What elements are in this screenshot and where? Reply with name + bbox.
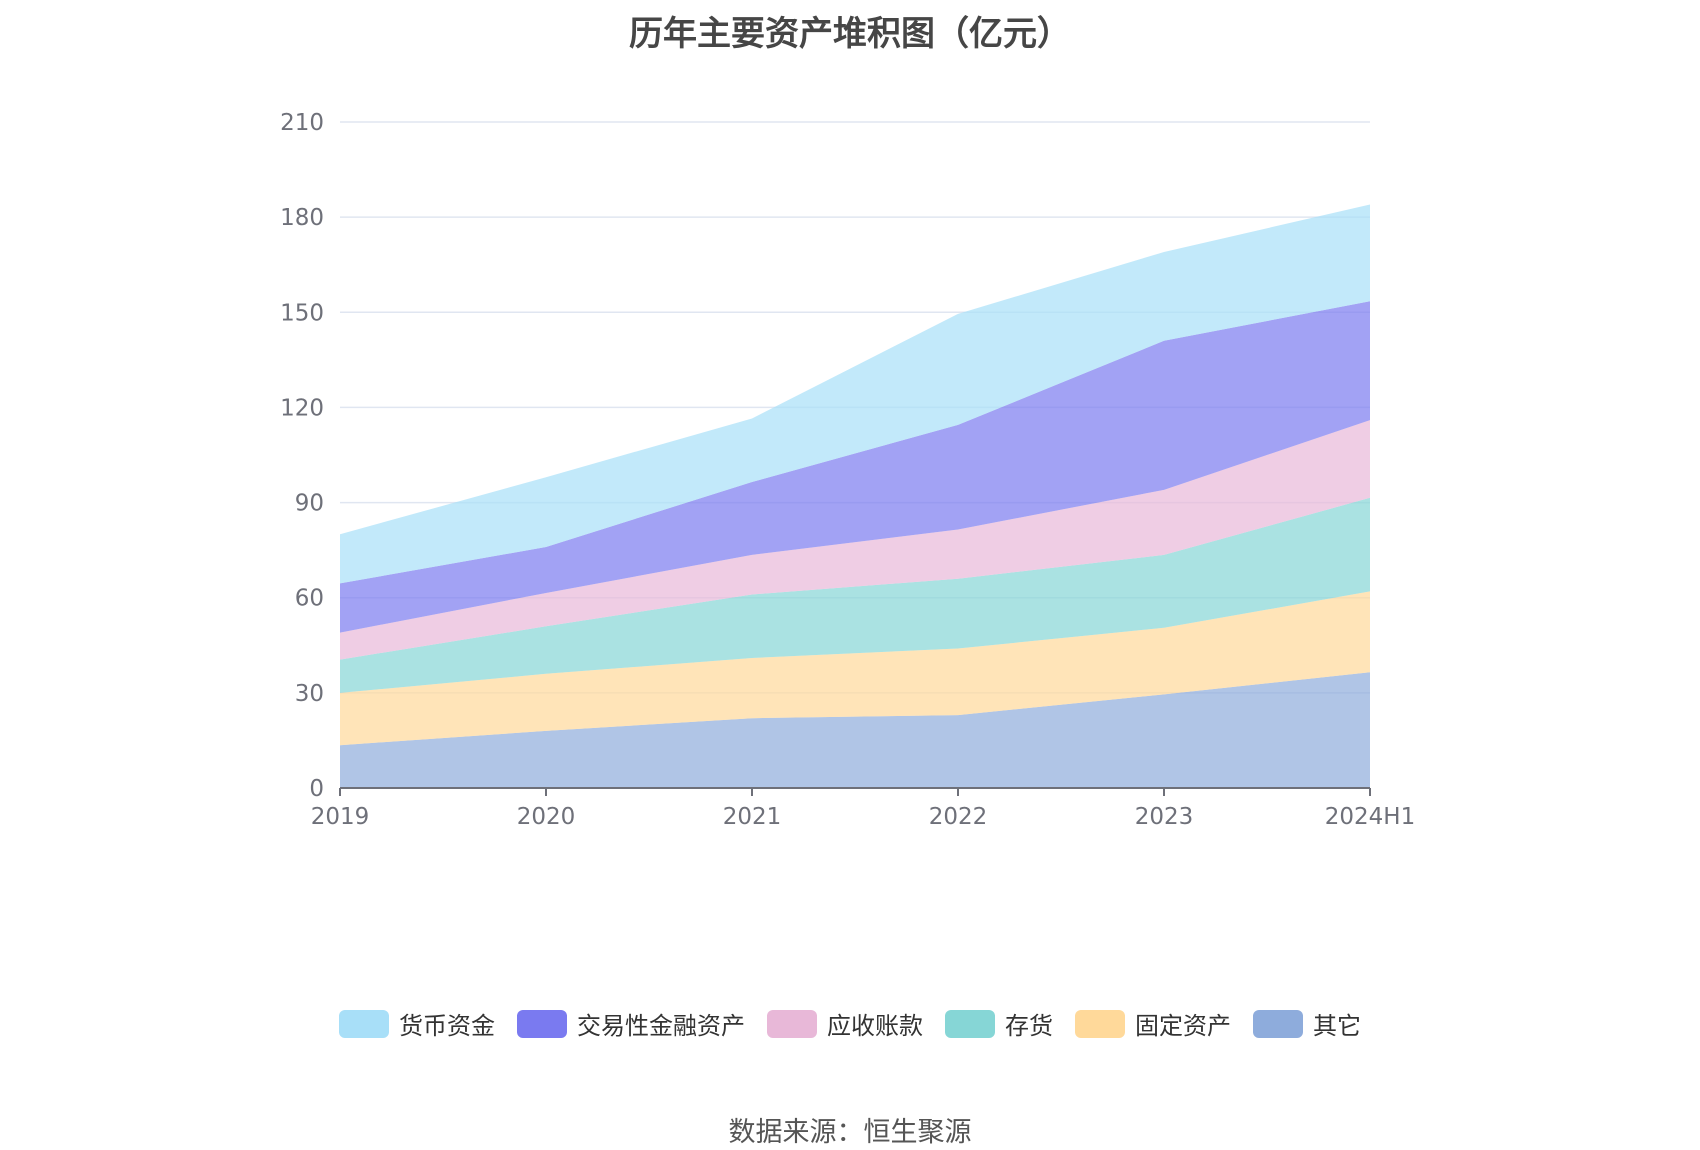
legend-label: 固定资产	[1135, 1012, 1231, 1040]
legend-item[interactable]: 固定资产	[1075, 1006, 1231, 1041]
x-tick-label: 2021	[723, 804, 782, 830]
axis-layer: 0 30 60 90 120 150 180 210 2019 2020 2021 2022 2023 2…	[280, 110, 1415, 830]
x-tick-label: 2023	[1135, 804, 1194, 830]
legend-swatch	[767, 1009, 817, 1038]
legend-label: 存货	[1005, 1012, 1053, 1040]
legend-swatch	[1075, 1009, 1125, 1038]
y-tick-label: 120	[280, 395, 324, 421]
area-series-2	[340, 497, 1370, 693]
area-series-4	[340, 301, 1370, 633]
legend-swatch	[339, 1009, 389, 1038]
x-tick-label: 2020	[517, 804, 576, 830]
x-tick-label: 2019	[311, 804, 370, 830]
y-tick-label: 60	[295, 586, 324, 612]
area-series-1	[340, 591, 1370, 746]
y-tick-label: 180	[280, 205, 324, 231]
legend-item[interactable]: 货币资金	[339, 1006, 495, 1041]
chart-title: 历年主要资产堆积图（亿元）	[629, 14, 1071, 54]
source-note: 数据来源：恒生聚源	[728, 1117, 972, 1148]
legend-label: 其它	[1313, 1012, 1361, 1040]
legend-item[interactable]: 存货	[945, 1006, 1053, 1041]
y-tick-label: 150	[280, 300, 324, 326]
legend: 货币资金 交易性金融资产 应收账款 存货 固定资产 其它	[0, 1006, 1700, 1041]
area-series-5	[340, 204, 1370, 584]
area-layer	[340, 204, 1370, 788]
legend-item[interactable]: 其它	[1253, 1006, 1361, 1041]
legend-label: 应收账款	[827, 1012, 923, 1040]
legend-label: 货币资金	[399, 1012, 495, 1040]
legend-swatch	[945, 1009, 995, 1038]
y-tick-label: 30	[295, 681, 324, 707]
area-series-0	[340, 672, 1370, 788]
x-tick-label: 2024H1	[1325, 804, 1415, 830]
y-tick-label: 210	[280, 110, 324, 136]
legend-swatch	[1253, 1009, 1303, 1038]
legend-label: 交易性金融资产	[577, 1012, 745, 1040]
y-tick-label: 90	[295, 491, 324, 517]
legend-item[interactable]: 应收账款	[767, 1006, 923, 1041]
legend-item[interactable]: 交易性金融资产	[517, 1006, 745, 1041]
area-series-3	[340, 420, 1370, 660]
x-tick-label: 2022	[929, 804, 988, 830]
y-tick-label: 0	[309, 776, 324, 802]
legend-swatch	[517, 1009, 567, 1038]
